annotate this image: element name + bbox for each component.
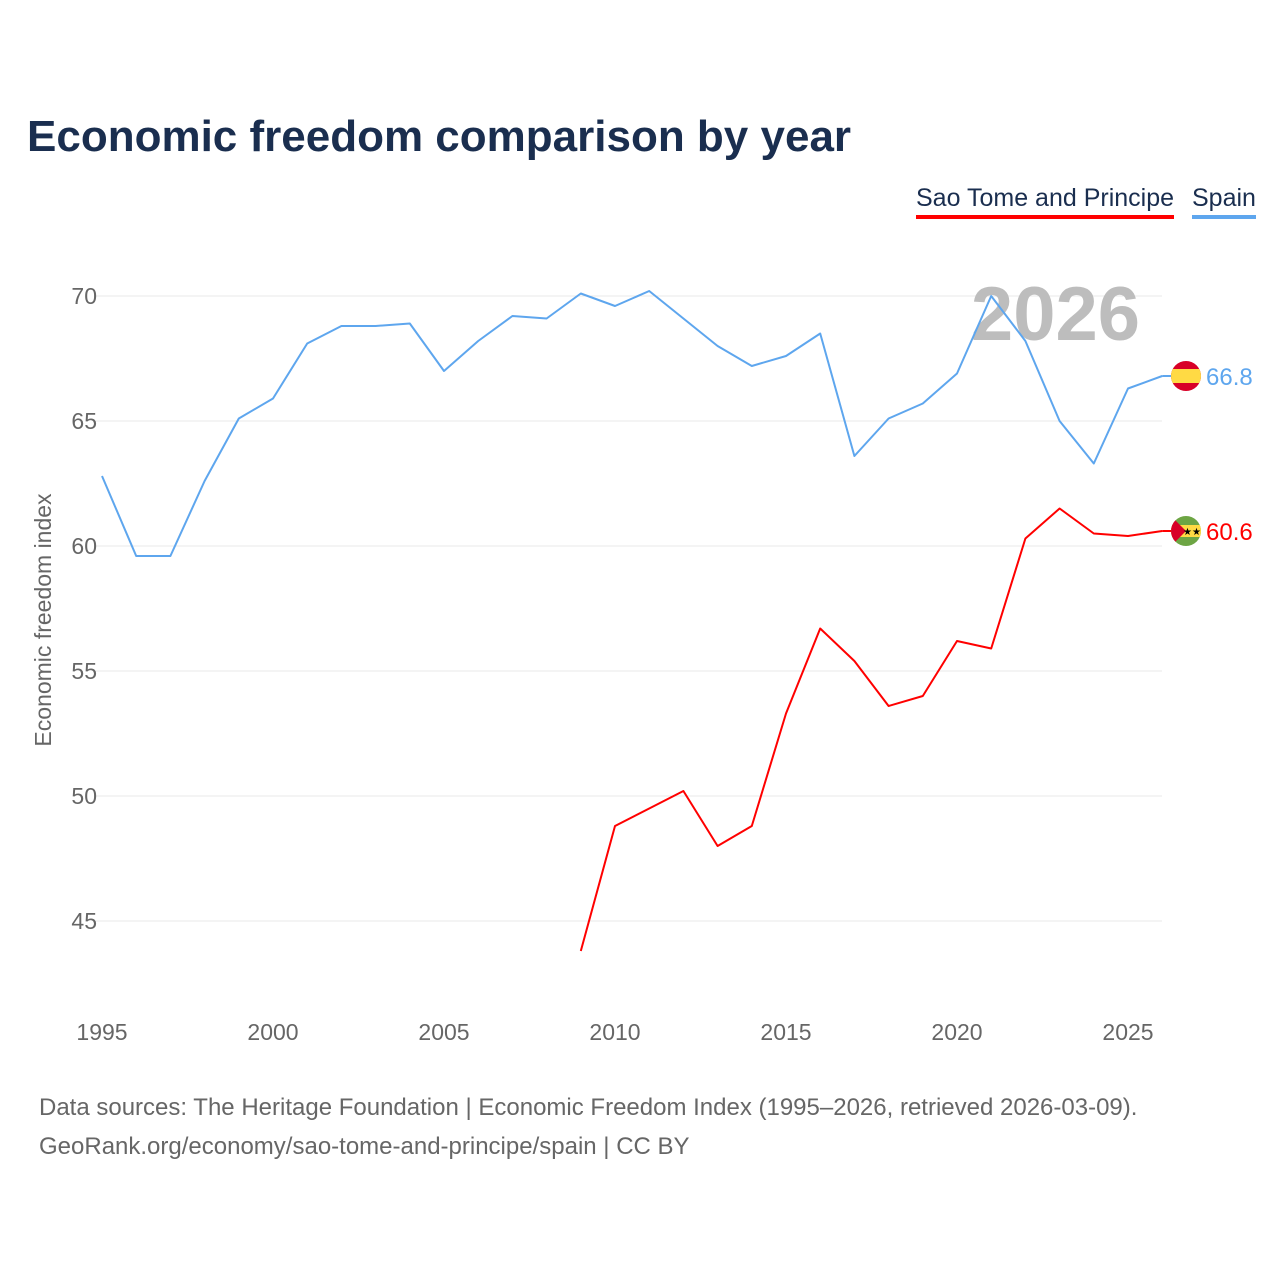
x-tick-label: 2010 — [589, 1019, 640, 1045]
legend-spain[interactable]: Spain — [1192, 184, 1256, 219]
y-tick-label: 70 — [71, 283, 97, 309]
end-value-label: 60.6 — [1206, 519, 1253, 546]
y-tick-label: 45 — [71, 908, 97, 934]
footer: Data sources: The Heritage Foundation | … — [39, 1088, 1137, 1166]
chart-title: Economic freedom comparison by year — [27, 112, 852, 161]
y-tick-label: 50 — [71, 783, 97, 809]
footer-sources: Data sources: The Heritage Foundation | … — [39, 1094, 1138, 1121]
y-tick-label: 65 — [71, 408, 97, 434]
sao-tome-flag-icon: ★★ — [1171, 516, 1201, 546]
y-tick-label: 60 — [71, 533, 97, 559]
svg-text:★★: ★★ — [1183, 527, 1201, 538]
spain-flag-icon — [1171, 361, 1201, 391]
series-line-spain — [101, 290, 1163, 557]
x-tick-label: 2005 — [418, 1019, 469, 1045]
legend-sao-tome[interactable]: Sao Tome and Principe — [916, 184, 1175, 219]
end-value-label: 66.8 — [1206, 364, 1253, 391]
x-tick-label: 2025 — [1102, 1019, 1153, 1045]
x-tick-label: 2020 — [931, 1019, 982, 1045]
year-watermark: 2026 — [971, 272, 1140, 357]
y-tick-label: 55 — [71, 658, 97, 684]
x-tick-label: 2015 — [760, 1019, 811, 1045]
x-tick-label: 1995 — [76, 1019, 127, 1045]
series-line-sao-tome — [579, 507, 1163, 952]
x-tick-label: 2000 — [247, 1019, 298, 1045]
y-axis-label: Economic freedom index — [30, 493, 56, 747]
footer-url[interactable]: GeoRank.org/economy/sao-tome-and-princip… — [39, 1133, 690, 1160]
